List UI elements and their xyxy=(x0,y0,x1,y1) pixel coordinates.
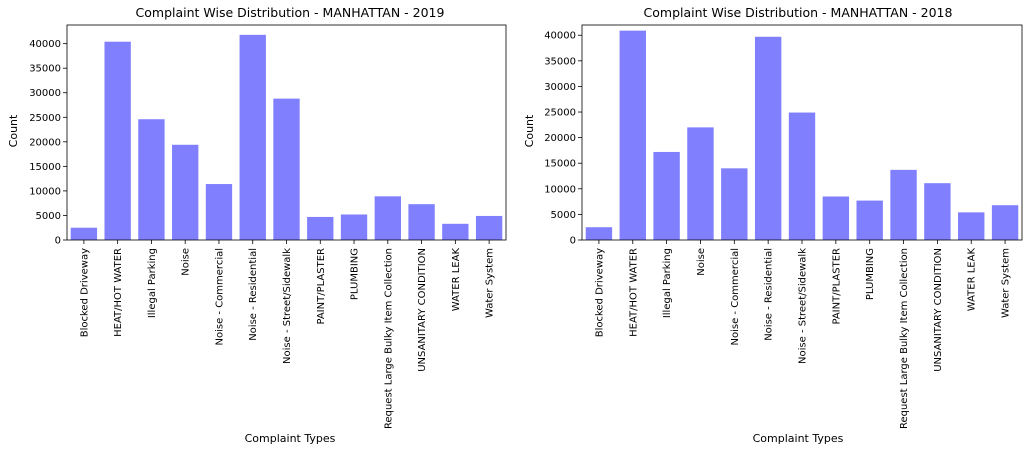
chart-2018: Complaint Wise Distribution - MANHATTAN … xyxy=(523,5,1023,445)
y-tick-label: 30000 xyxy=(544,82,576,93)
x-axis-label: Complaint Types xyxy=(753,432,844,445)
x-tick-label: Noise - Commercial xyxy=(214,248,225,346)
bar xyxy=(721,168,748,240)
bar xyxy=(104,41,131,240)
chart-title: Complaint Wise Distribution - MANHATTAN … xyxy=(644,5,953,20)
y-tick-label: 35000 xyxy=(544,56,576,67)
x-tick-label: UNSANITARY CONDITION xyxy=(933,248,944,372)
y-tick-label: 5000 xyxy=(551,210,576,221)
x-tick-label: Blocked Driveway xyxy=(79,248,90,337)
bar xyxy=(239,34,266,240)
x-tick-label: WATER LEAK xyxy=(451,248,462,312)
x-tick-label: Noise - Commercial xyxy=(730,248,741,346)
y-tick-label: 35000 xyxy=(29,64,61,75)
y-tick-label: 15000 xyxy=(544,159,576,170)
bar xyxy=(442,223,469,240)
bar xyxy=(653,151,680,240)
bar xyxy=(890,169,917,240)
x-tick-label: Water System xyxy=(485,248,496,318)
bar xyxy=(822,196,850,240)
x-tick-label: PLUMBING xyxy=(350,248,361,300)
y-tick-label: 5000 xyxy=(36,211,61,222)
x-tick-label: Illegal Parking xyxy=(147,248,158,318)
x-tick-label: Request Large Bulky Item Collection xyxy=(383,248,394,429)
bar xyxy=(374,196,401,240)
x-tick-label: WATER LEAK xyxy=(967,248,978,312)
y-axis-label: Count xyxy=(523,114,536,147)
bar xyxy=(754,36,782,241)
y-tick-label: 10000 xyxy=(544,184,576,195)
y-tick-label: 30000 xyxy=(29,88,61,99)
y-tick-label: 20000 xyxy=(544,133,576,144)
bar xyxy=(273,98,300,241)
x-tick-label: Noise xyxy=(181,248,192,276)
bar xyxy=(172,144,199,240)
x-tick-label: PAINT/PLASTER xyxy=(316,248,327,325)
x-tick-label: PAINT/PLASTER xyxy=(831,248,842,325)
y-tick-label: 0 xyxy=(55,236,61,247)
x-tick-label: PLUMBING xyxy=(865,248,876,300)
y-tick-label: 40000 xyxy=(544,31,576,42)
y-tick-label: 15000 xyxy=(29,162,61,173)
chart-title: Complaint Wise Distribution - MANHATTAN … xyxy=(136,5,445,20)
y-tick-label: 20000 xyxy=(29,137,61,148)
x-tick-label: Blocked Driveway xyxy=(594,248,605,337)
x-tick-label: Noise - Residential xyxy=(764,248,775,341)
y-tick-label: 10000 xyxy=(29,186,61,197)
bar xyxy=(475,215,503,240)
bar xyxy=(958,212,985,240)
x-axis-label: Complaint Types xyxy=(245,432,336,445)
bar xyxy=(340,214,368,240)
bar xyxy=(687,127,714,240)
x-tick-label: Noise - Residential xyxy=(248,248,259,341)
x-tick-label: Noise xyxy=(696,248,707,276)
chart-2019: Complaint Wise Distribution - MANHATTAN … xyxy=(7,5,507,445)
bar xyxy=(991,205,1019,240)
x-tick-label: Water System xyxy=(1001,248,1012,318)
bar xyxy=(788,112,816,240)
y-tick-label: 25000 xyxy=(29,113,61,124)
bar xyxy=(619,30,646,241)
x-tick-label: HEAT/HOT WATER xyxy=(113,248,124,337)
bar xyxy=(205,184,233,240)
bar xyxy=(924,183,951,240)
x-tick-label: Request Large Bulky Item Collection xyxy=(899,248,910,429)
bar xyxy=(138,119,165,240)
x-tick-label: Illegal Parking xyxy=(662,248,673,318)
bar xyxy=(307,216,334,240)
bar xyxy=(585,227,613,240)
bar xyxy=(856,200,883,240)
y-axis-label: Count xyxy=(7,114,20,147)
bar xyxy=(408,204,435,240)
x-tick-label: Noise - Street/Sidewalk xyxy=(282,248,293,364)
y-tick-label: 40000 xyxy=(29,39,61,50)
x-tick-label: Noise - Street/Sidewalk xyxy=(798,248,809,364)
x-tick-label: HEAT/HOT WATER xyxy=(628,248,639,337)
bar xyxy=(70,227,98,240)
y-tick-label: 0 xyxy=(570,236,576,247)
y-tick-label: 25000 xyxy=(544,108,576,119)
x-tick-label: UNSANITARY CONDITION xyxy=(417,248,428,372)
